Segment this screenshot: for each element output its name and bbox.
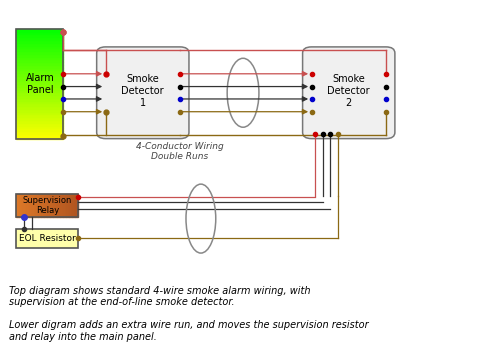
Bar	[16, 90, 63, 92]
Bar	[41, 194, 44, 217]
Bar	[50, 194, 53, 217]
Bar	[16, 65, 63, 68]
Bar	[25, 194, 28, 217]
Bar	[16, 136, 63, 139]
Bar	[56, 194, 60, 217]
Bar	[28, 194, 32, 217]
Bar	[35, 194, 38, 217]
Bar	[16, 37, 63, 40]
Bar	[60, 194, 63, 217]
Bar	[16, 54, 63, 57]
Bar	[16, 109, 63, 112]
Bar	[38, 194, 41, 217]
Bar	[16, 229, 78, 248]
Bar	[16, 76, 63, 79]
Bar	[22, 194, 25, 217]
Bar	[16, 48, 63, 51]
Bar	[16, 98, 63, 101]
Text: EOL Resistor: EOL Resistor	[19, 234, 76, 243]
FancyBboxPatch shape	[302, 47, 395, 139]
Text: 4-Conductor Wiring
Double Runs: 4-Conductor Wiring Double Runs	[136, 142, 224, 161]
Bar	[16, 95, 63, 98]
Bar	[16, 81, 63, 84]
Bar	[69, 194, 72, 217]
Bar	[47, 194, 50, 217]
Bar	[16, 68, 63, 70]
Text: Lower digram adds an extra wire run, and moves the supervision resistor
and rela: Lower digram adds an extra wire run, and…	[9, 320, 368, 342]
Bar	[16, 70, 63, 73]
Bar	[16, 117, 63, 120]
Bar	[16, 128, 63, 131]
Bar	[16, 92, 63, 95]
Bar	[66, 194, 69, 217]
Text: Smoke
Detector
1: Smoke Detector 1	[121, 74, 164, 107]
Bar	[16, 123, 63, 126]
Bar	[16, 101, 63, 103]
Bar	[16, 32, 63, 35]
Bar	[19, 194, 22, 217]
Bar	[16, 59, 63, 62]
Bar	[16, 40, 63, 43]
Bar	[16, 131, 63, 134]
Bar	[16, 84, 63, 87]
Bar	[16, 103, 63, 106]
Bar	[72, 194, 75, 217]
Bar	[16, 194, 19, 217]
Bar	[16, 51, 63, 54]
Bar	[16, 79, 63, 81]
Text: Smoke
Detector
2: Smoke Detector 2	[327, 74, 370, 107]
Bar	[16, 29, 63, 32]
Bar	[16, 194, 78, 217]
Bar	[16, 45, 63, 48]
Text: Supervision
Relay: Supervision Relay	[22, 196, 72, 215]
Text: Top diagram shows standard 4-wire smoke alarm wiring, with
supervision at the en: Top diagram shows standard 4-wire smoke …	[9, 286, 310, 307]
Bar	[16, 35, 63, 37]
Text: Alarm
Panel: Alarm Panel	[25, 73, 54, 95]
Bar	[16, 62, 63, 65]
Bar	[63, 194, 66, 217]
FancyBboxPatch shape	[97, 47, 189, 139]
Bar	[16, 87, 63, 90]
Bar	[16, 126, 63, 128]
Bar	[53, 194, 56, 217]
Bar	[16, 43, 63, 45]
Bar	[75, 194, 78, 217]
Bar	[16, 73, 63, 76]
Bar	[16, 134, 63, 136]
Bar	[16, 112, 63, 114]
Bar	[32, 194, 35, 217]
Bar	[16, 106, 63, 109]
Bar	[16, 29, 63, 139]
Bar	[44, 194, 47, 217]
Bar	[16, 120, 63, 123]
Bar	[16, 57, 63, 59]
Bar	[16, 114, 63, 117]
